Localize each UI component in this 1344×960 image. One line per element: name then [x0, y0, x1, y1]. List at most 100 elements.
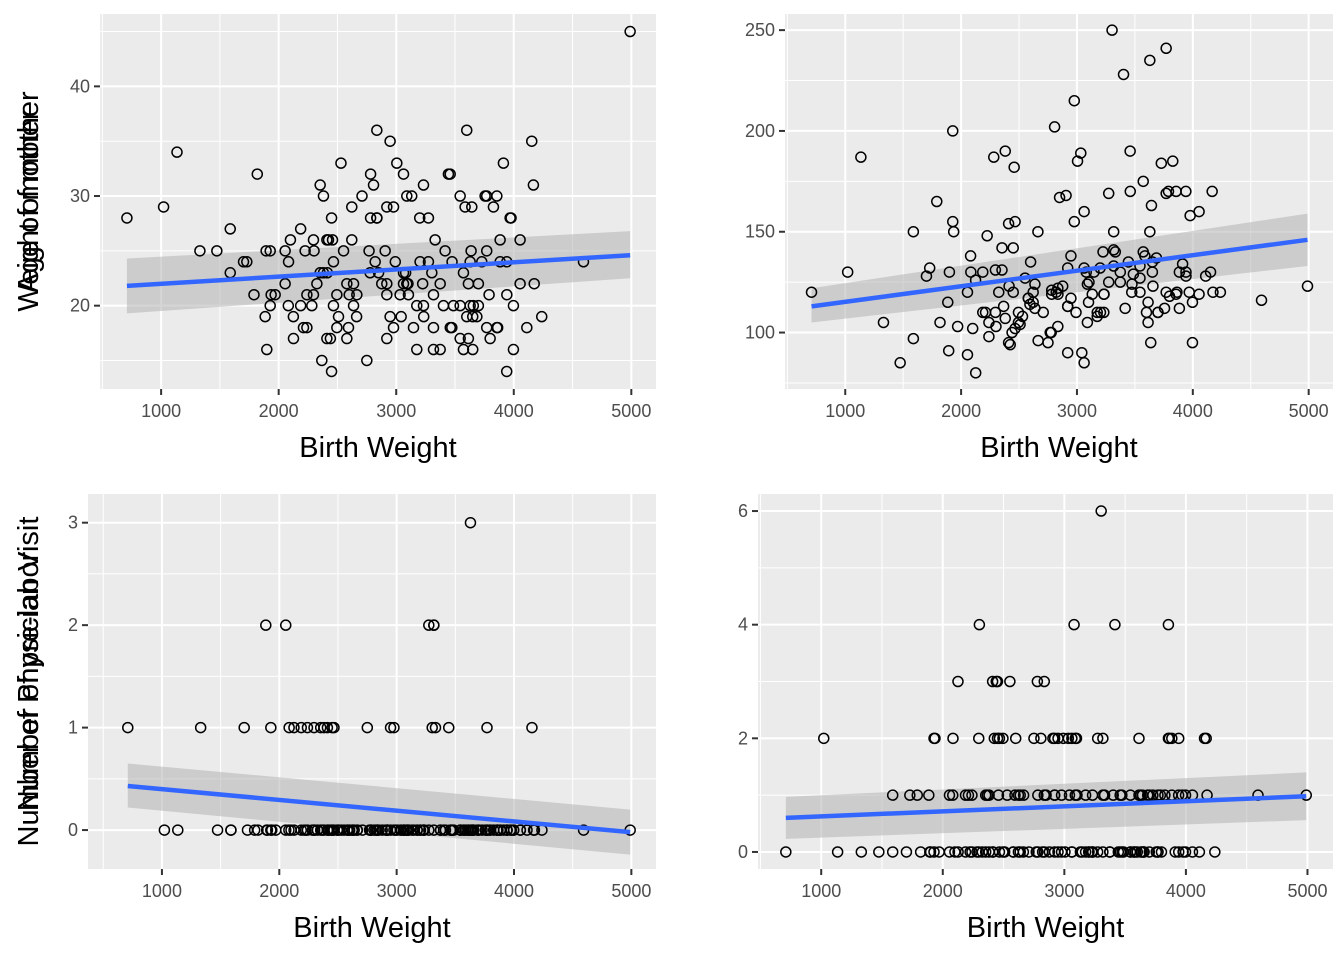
- data-point: [923, 262, 936, 274]
- data-point: [1131, 846, 1144, 858]
- data-point: [1017, 846, 1030, 858]
- data-point: [535, 310, 548, 323]
- data-point: [841, 266, 854, 278]
- data-point: [1107, 789, 1119, 801]
- data-point: [1079, 789, 1092, 801]
- data-point: [526, 135, 538, 147]
- y-tick-label: 3: [68, 513, 78, 533]
- data-point: [279, 245, 291, 257]
- data-point: [426, 721, 438, 734]
- y-axis-title: Number of Physician Visit: [13, 517, 45, 847]
- data-point: [1081, 316, 1094, 329]
- data-point: [907, 332, 920, 345]
- x-axis-title: Birth Weight: [980, 432, 1137, 464]
- data-point: [301, 721, 314, 734]
- data-point: [1119, 302, 1131, 315]
- data-point: [1078, 357, 1090, 369]
- data-point: [959, 846, 972, 858]
- data-point: [471, 310, 483, 323]
- data-point: [1126, 286, 1138, 298]
- x-tick-label: 5000: [1287, 881, 1327, 901]
- data-point: [1066, 732, 1078, 745]
- data-point: [487, 201, 500, 213]
- data-point: [1014, 789, 1026, 801]
- y-tick-label: 4: [738, 615, 748, 635]
- data-point: [1007, 242, 1019, 254]
- data-point: [989, 306, 1002, 319]
- data-point: [1053, 191, 1066, 204]
- panel-background: [785, 14, 1333, 389]
- data-point: [947, 125, 959, 137]
- data-point: [979, 846, 992, 858]
- data-point: [428, 619, 440, 631]
- data-point: [964, 250, 977, 262]
- data-point: [1255, 294, 1268, 307]
- data-point: [422, 212, 435, 224]
- data-point: [443, 721, 455, 734]
- data-point: [990, 320, 1002, 333]
- data-point: [928, 846, 940, 858]
- data-point: [1142, 296, 1154, 309]
- regression-line: [811, 237, 1308, 309]
- data-point: [929, 732, 941, 745]
- x-tick-label: 1000: [825, 401, 865, 421]
- data-point: [361, 354, 373, 367]
- data-point: [1009, 789, 1021, 801]
- data-point: [224, 223, 236, 235]
- data-point: [1207, 286, 1219, 298]
- y-axis-title: Weight of mother: [13, 91, 45, 312]
- data-point: [427, 343, 440, 356]
- data-point: [454, 332, 466, 345]
- data-point: [1094, 306, 1107, 319]
- data-point: [514, 277, 526, 290]
- data-point: [260, 619, 272, 631]
- data-point: [1068, 94, 1081, 107]
- data-point: [1075, 147, 1087, 159]
- data-point: [1004, 338, 1016, 351]
- data-point: [1091, 306, 1103, 319]
- data-point: [211, 824, 224, 836]
- data-point: [973, 732, 985, 745]
- data-point: [476, 824, 488, 836]
- data-point: [466, 201, 478, 213]
- data-point: [237, 256, 250, 268]
- data-point: [528, 277, 540, 290]
- data-point: [314, 179, 326, 191]
- data-point: [365, 824, 377, 836]
- data-point: [261, 824, 274, 836]
- data-point: [467, 824, 480, 836]
- y-tick-label: 0: [68, 820, 78, 840]
- data-point: [347, 277, 360, 290]
- data-point: [381, 332, 393, 345]
- data-point: [1059, 846, 1071, 858]
- data-point: [1056, 280, 1069, 292]
- data-point: [403, 824, 415, 836]
- data-point: [1166, 732, 1178, 745]
- data-point: [1186, 296, 1199, 309]
- data-point: [321, 721, 334, 734]
- data-point: [527, 179, 540, 191]
- data-point: [1180, 185, 1192, 198]
- data-point: [347, 299, 360, 312]
- data-point: [265, 721, 277, 734]
- data-point: [301, 288, 313, 301]
- data-point: [480, 245, 493, 257]
- data-point: [1027, 296, 1039, 309]
- data-point: [1012, 316, 1025, 329]
- data-point: [387, 201, 400, 213]
- data-point: [1142, 316, 1154, 329]
- data-point: [1071, 789, 1083, 801]
- data-point: [491, 321, 504, 334]
- y-axis-title: Number of pre-labor: [13, 551, 45, 811]
- data-point: [507, 343, 520, 356]
- data-point: [1023, 846, 1035, 858]
- data-point: [1137, 175, 1149, 188]
- x-tick-label: 1000: [141, 401, 181, 421]
- data-point: [507, 824, 520, 836]
- data-point: [1048, 789, 1061, 801]
- data-point: [446, 321, 458, 334]
- data-point: [342, 321, 355, 334]
- data-point: [497, 157, 510, 169]
- data-point: [423, 824, 435, 836]
